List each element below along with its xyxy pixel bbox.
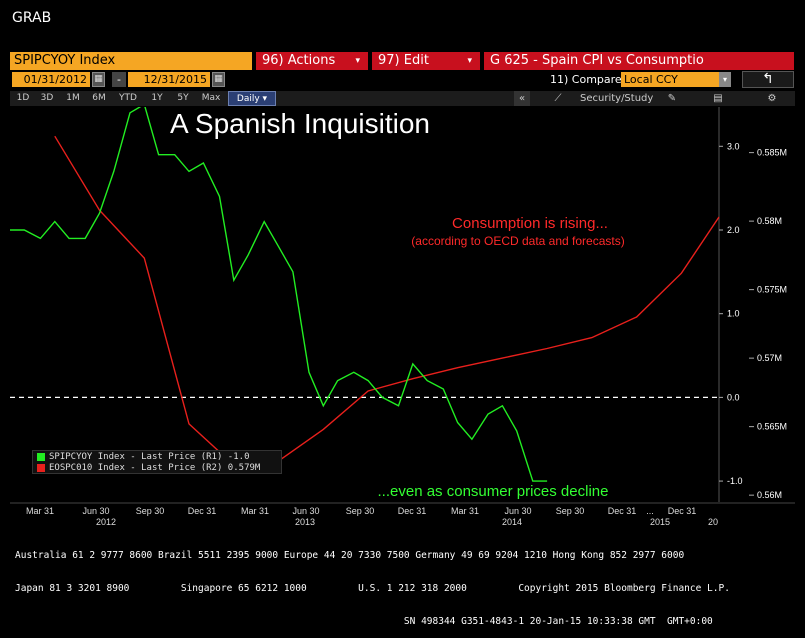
footer-line: Japan 81 3 3201 8900 Singapore 65 6212 1… [15,583,730,594]
chart-function-title: G 625 - Spain CPI vs Consumptio [484,52,794,70]
range-6m-button[interactable]: 6M [92,93,106,103]
x-tick-label: Mar 31 [241,506,269,516]
range-max-button[interactable]: Max [201,93,221,103]
year-label: 2015 [650,517,670,527]
start-date-field[interactable]: 01/31/2012 [12,72,90,87]
range-1m-button[interactable]: 1M [66,93,80,103]
annotation-prices: ...even as consumer prices decline [378,483,609,500]
right-tick-label: 0.58M [757,216,782,226]
year-label: 2013 [295,517,315,527]
footer-line: SN 498344 G351-4843-1 20-Jan-15 10:33:38… [15,616,713,627]
calendar-icon[interactable]: ▦ [212,72,225,87]
footer-contacts: Australia 61 2 9777 8600 Brazil 5511 239… [15,528,795,638]
x-tick-label: Sep 30 [556,506,585,516]
x-tick-label: Dec 31 [398,506,427,516]
left-axis: 3.0 2.0 1.0 0.0 -1.0 [719,141,743,486]
range-3d-button[interactable]: 3D [40,93,54,103]
x-tick-label: Mar 31 [451,506,479,516]
x-tick-label: Sep 30 [136,506,165,516]
edit-chart-icon[interactable]: ▤ [713,93,723,104]
frequency-select[interactable]: Daily ▾ [228,91,276,106]
annotation-consumption: Consumption is rising... [452,215,608,232]
legend-swatch [37,452,45,461]
x-tick-label: Jun 30 [504,506,531,516]
collapse-icon[interactable]: « [514,91,530,106]
left-tick-label: -1.0 [727,476,743,486]
legend-label: EOSPC010 Index - Last Price (R2) 0.579M [49,463,261,473]
left-tick-label: 2.0 [727,225,740,235]
currency-value: Local CCY [624,73,678,86]
x-tick-label: ... [646,506,654,516]
right-tick-label: 0.585M [757,148,787,158]
range-1d-button[interactable]: 1D [16,93,30,103]
calendar-icon[interactable]: ▦ [92,72,105,87]
right-axis: 0.585M 0.58M 0.575M 0.57M 0.565M 0.56M [749,148,787,500]
range-toolbar: 1D 3D 1M 6M YTD 1Y 5Y Max Daily ▾ « ⟋ Se… [10,91,795,106]
gear-icon[interactable]: ⚙ [767,93,777,104]
actions-label: 96) Actions [262,53,336,68]
legend-swatch [37,463,45,472]
ticker-field[interactable]: SPIPCYOY Index [10,52,252,70]
right-tick-label: 0.575M [757,285,787,295]
year-label: 2014 [502,517,522,527]
legend-label: SPIPCYOY Index - Last Price (R1) -1.0 [49,452,250,462]
return-arrow-icon[interactable]: ↰ [742,71,794,88]
x-tick-label: Sep 30 [346,506,375,516]
annotation-source: (according to OECD data and forecasts) [411,234,624,248]
left-tick-label: 1.0 [727,309,740,319]
chart-legend: SPIPCYOY Index - Last Price (R1) -1.0 EO… [32,450,282,474]
left-tick-label: 0.0 [727,392,740,402]
annotate-icon[interactable]: ✎ [667,93,677,104]
footer-line: Australia 61 2 9777 8600 Brazil 5511 239… [15,550,685,561]
right-tick-label: 0.565M [757,422,787,432]
edit-label: 97) Edit [378,53,429,68]
chevron-down-icon: ▾ [355,56,360,66]
chart-title: A Spanish Inquisition [170,108,430,139]
end-date-field[interactable]: 12/31/2015 [128,72,210,87]
compare-button[interactable]: 11) Compare [550,73,622,86]
x-axis: Mar 31 Jun 30 Sep 30 Dec 31 Mar 31 Jun 30 Sep … [10,502,795,527]
series-line-consumption [54,135,720,466]
chevron-down-icon: ▾ [467,56,472,66]
left-tick-label: 3.0 [727,141,740,151]
line-chart-icon[interactable]: ⟋ [554,93,562,104]
year-label: 2012 [96,517,116,527]
x-tick-label: Jun 30 [292,506,319,516]
year-label: 20 [708,517,718,527]
right-tick-label: 0.57M [757,353,782,363]
chevron-down-icon: ▾ [719,72,731,87]
x-tick-label: Dec 31 [668,506,697,516]
app-title: GRAB [12,10,52,26]
actions-button[interactable]: 96) Actions ▾ [256,52,368,70]
currency-select[interactable]: Local CCY ▾ [621,72,731,87]
date-separator: - [112,72,126,87]
security-study-button[interactable]: Security/Study [580,93,654,104]
x-tick-label: Jun 30 [82,506,109,516]
x-tick-label: Mar 31 [26,506,54,516]
right-tick-label: 0.56M [757,490,782,500]
legend-item-cpi: SPIPCYOY Index - Last Price (R1) -1.0 [37,452,249,463]
edit-button[interactable]: 97) Edit ▾ [372,52,480,70]
range-ytd-button[interactable]: YTD [119,93,137,103]
x-tick-label: Dec 31 [608,506,637,516]
range-1y-button[interactable]: 1Y [151,93,163,103]
range-5y-button[interactable]: 5Y [177,93,189,103]
legend-item-consumption: EOSPC010 Index - Last Price (R2) 0.579M [37,463,260,474]
x-tick-label: Dec 31 [188,506,217,516]
series-line-cpi [10,107,548,482]
